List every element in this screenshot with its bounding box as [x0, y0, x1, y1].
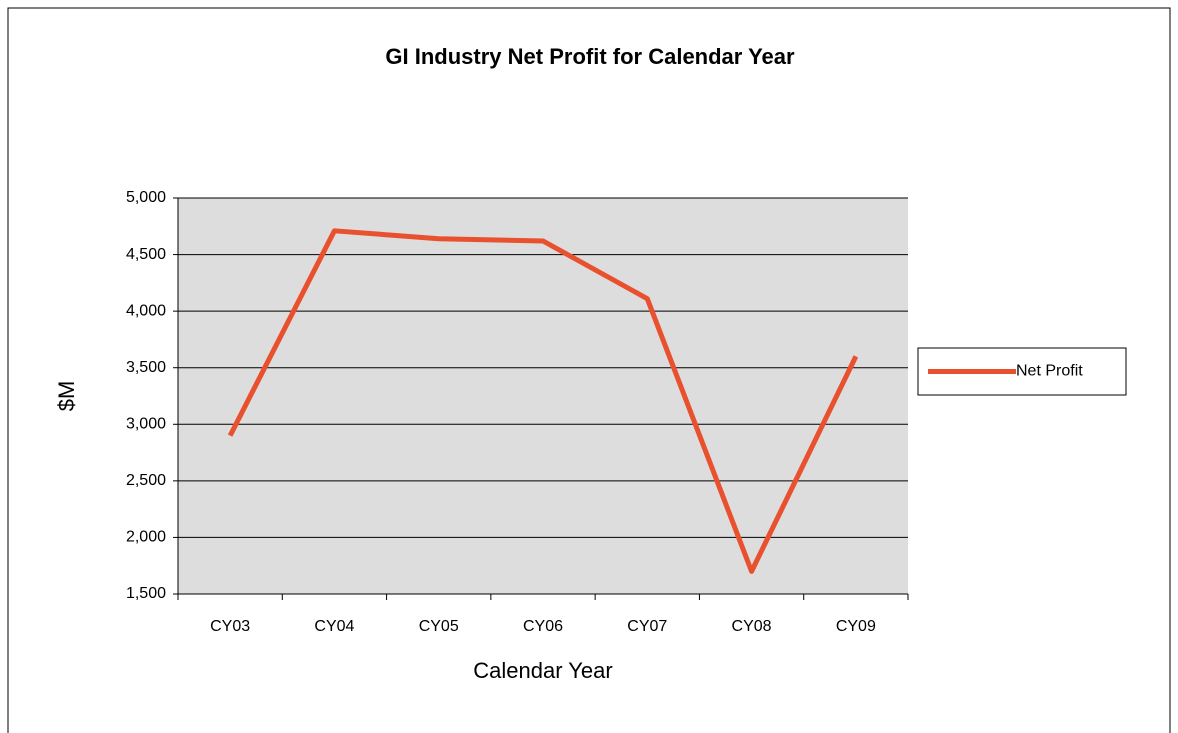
x-tick-label: CY04 [314, 618, 354, 635]
y-tick-label: 2,500 [126, 472, 166, 489]
x-tick-label: CY09 [836, 618, 876, 635]
y-tick-label: 5,000 [126, 189, 166, 206]
x-tick-label: CY06 [523, 618, 563, 635]
x-axis-label: Calendar Year [473, 658, 612, 683]
data-line [227, 228, 859, 574]
y-tick-label: 1,500 [126, 585, 166, 602]
y-tick-label: 4,500 [126, 246, 166, 263]
x-tick-label: CY03 [210, 618, 250, 635]
y-tick-label: 3,500 [126, 359, 166, 376]
x-tick-label: CY08 [732, 618, 772, 635]
chart-title: GI Industry Net Profit for Calendar Year [385, 44, 795, 69]
y-tick-label: 2,000 [126, 529, 166, 546]
x-tick-label: CY05 [419, 618, 459, 635]
y-tick-label: 3,000 [126, 416, 166, 433]
x-tick-label: CY07 [627, 618, 667, 635]
y-tick-label: 4,000 [126, 302, 166, 319]
plot-area [178, 198, 908, 594]
chart-border [7, 7, 1171, 733]
y-axis-label: $M [54, 381, 79, 412]
legend-label: Net Profit [1016, 363, 1083, 380]
